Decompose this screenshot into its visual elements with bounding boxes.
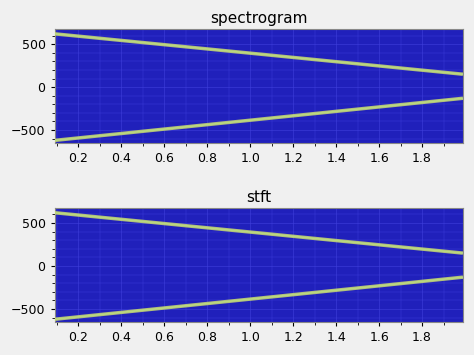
Title: stft: stft [246, 190, 271, 205]
Title: spectrogram: spectrogram [210, 11, 308, 26]
